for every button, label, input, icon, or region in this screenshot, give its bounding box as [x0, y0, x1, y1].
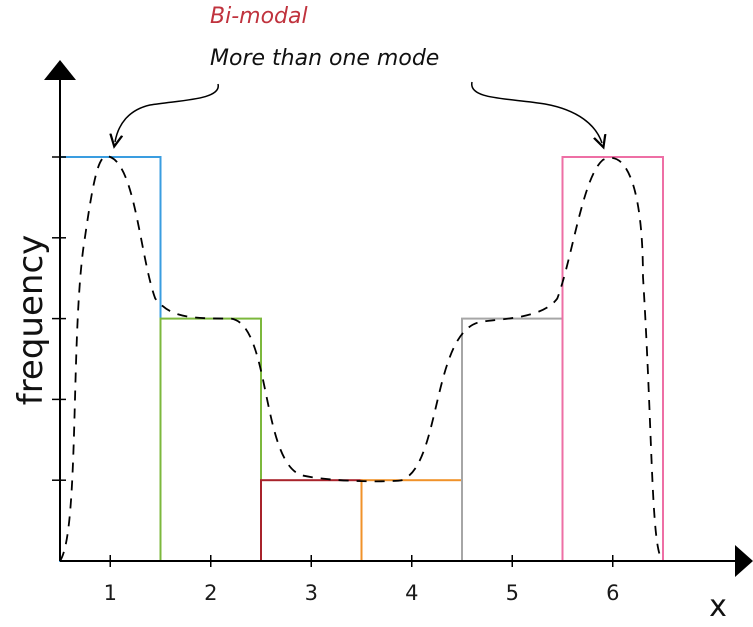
- annotation-title: Bi-modal: [210, 4, 308, 29]
- x-tick-label-3: 3: [305, 581, 318, 605]
- x-tick-label-1: 1: [104, 581, 117, 605]
- ticks-layer: 1 2 3 4 5 6: [52, 156, 619, 605]
- x-axis-arrowhead: [735, 545, 753, 577]
- x-tick-label-5: 5: [506, 581, 519, 605]
- bar-5: [461, 317, 564, 562]
- bar-4: [360, 479, 463, 563]
- bar-1: [59, 156, 162, 562]
- x-tick-label-4: 4: [405, 581, 418, 605]
- distribution-curve: [59, 155, 664, 562]
- y-axis-label: frequency: [11, 235, 51, 406]
- annotation-arrow-right: [471, 81, 602, 143]
- x-tick-label-6: 6: [606, 581, 619, 605]
- bar-2: [159, 317, 262, 562]
- bar-3: [260, 479, 363, 563]
- bar-6: [561, 156, 664, 562]
- bars-layer: [59, 156, 664, 563]
- x-axis-label: x: [709, 589, 727, 624]
- y-axis-arrowhead: [44, 60, 76, 80]
- annotation-text: More than one mode: [210, 46, 439, 71]
- annotation-arrow-left: [115, 83, 219, 142]
- x-tick-label-2: 2: [204, 581, 217, 605]
